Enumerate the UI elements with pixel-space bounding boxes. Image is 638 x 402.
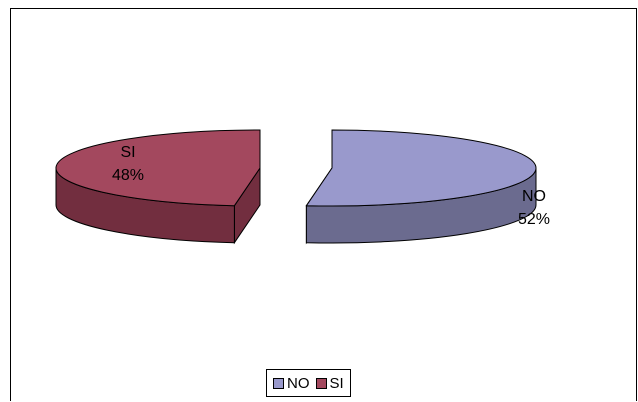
legend-swatch-no	[273, 377, 284, 389]
legend-label-no: NO	[287, 374, 310, 392]
data-label-no-category: NO	[522, 188, 546, 205]
legend-entry-no: NO	[273, 375, 310, 392]
chart-frame	[10, 8, 637, 401]
data-label-si-percent: 48%	[112, 167, 144, 184]
pie-slice-no	[305, 129, 537, 245]
legend-swatch-si	[315, 377, 327, 389]
legend-entry-si: SI	[315, 374, 344, 392]
pie-labels: NO 52% SI 48%	[112, 144, 550, 228]
data-label-si-category: SI	[120, 144, 135, 161]
pie-slice-si-top	[55, 129, 261, 207]
pie-slice-si	[55, 129, 261, 245]
pie-slice-no-top	[305, 129, 537, 207]
legend-label-si: SI	[329, 374, 344, 392]
data-label-no-percent: 52%	[518, 211, 550, 228]
chart-legend: NO SI	[266, 369, 351, 397]
pie-slices	[55, 129, 537, 245]
